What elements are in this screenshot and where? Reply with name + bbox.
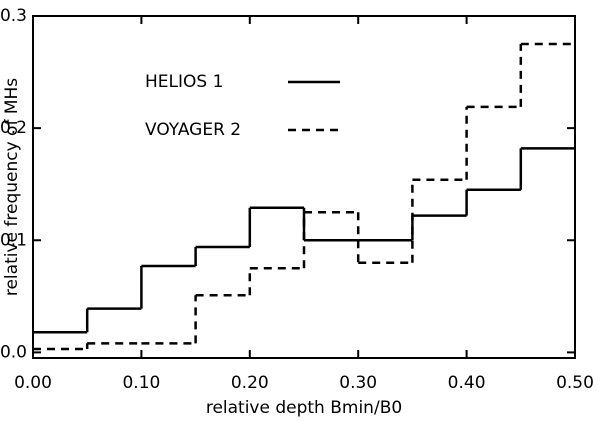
x-axis-label: relative depth Bmin/B0 — [206, 398, 402, 418]
x-tick-label: 0.50 — [556, 373, 594, 393]
x-tick-label: 0.10 — [122, 373, 160, 393]
x-tick-label: 0.00 — [14, 373, 52, 393]
y-axis-label: relative frequency of MHs — [2, 78, 22, 296]
legend-label: HELIOS 1 — [145, 72, 223, 92]
y-tick-label: 0.1 — [0, 230, 27, 250]
x-tick-label: 0.40 — [448, 373, 486, 393]
y-tick-label: 0.0 — [0, 342, 27, 362]
y-tick-label: 0.3 — [0, 6, 27, 26]
plot-frame — [32, 15, 576, 359]
x-tick-label: 0.20 — [231, 373, 269, 393]
y-tick-label: 0.2 — [0, 118, 27, 138]
legend-label: VOYAGER 2 — [145, 120, 241, 140]
step-connector — [85, 44, 523, 350]
x-tick-label: 0.30 — [339, 373, 377, 393]
